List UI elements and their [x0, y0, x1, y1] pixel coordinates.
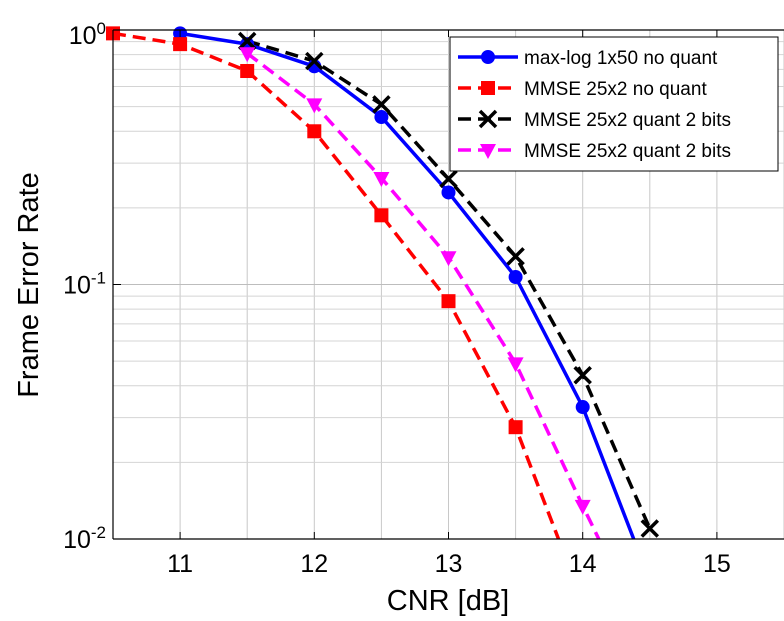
- y-axis-label: Frame Error Rate: [13, 172, 45, 398]
- data-point-series-4: [440, 251, 457, 267]
- legend: max-log 1x50 no quant MMSE 25x2 no quant M…: [449, 36, 779, 172]
- data-point-series-2: [240, 64, 255, 79]
- x-axis-label: CNR [dB]: [387, 585, 509, 617]
- legend-marker-2: [481, 81, 495, 95]
- y-tick-label: 10-2: [63, 523, 106, 554]
- y-tick-label: 10-1: [63, 269, 106, 300]
- data-point-series-4: [574, 499, 591, 515]
- x-tick-label: 13: [435, 550, 463, 578]
- y-tick-labels: 100 10-1 10-2: [63, 19, 106, 554]
- y-tick-label: 100: [69, 19, 106, 50]
- data-point-series-3: [573, 366, 592, 385]
- series-line-2: [112, 31, 561, 540]
- data-point-series-1: [441, 185, 456, 200]
- data-point-series-4: [373, 172, 390, 188]
- data-point-series-3: [372, 95, 391, 114]
- data-point-series-4: [239, 47, 256, 63]
- data-point-series-3: [305, 51, 324, 71]
- data-point-series-1: [374, 110, 389, 125]
- series-line-1: [179, 31, 636, 540]
- axes-frame: [112, 29, 784, 540]
- data-point-series-3: [640, 519, 660, 538]
- legend-entry-4: MMSE 25x2 quant 2 bits: [524, 141, 731, 162]
- legend-marker-4: [480, 144, 496, 159]
- x-tick-label: 14: [569, 550, 597, 578]
- data-point-series-4: [507, 357, 524, 373]
- data-point-series-1: [508, 270, 523, 285]
- x-tick-label: 15: [703, 550, 731, 578]
- data-point-series-4: [306, 98, 323, 114]
- data-point-series-2: [508, 420, 523, 435]
- data-point-series-3: [506, 247, 525, 266]
- legend-entry-1: max-log 1x50 no quant: [524, 48, 718, 69]
- data-point-series-2: [374, 208, 389, 223]
- data-point-series-2: [441, 294, 456, 309]
- data-point-series-3: [237, 31, 257, 51]
- x-tick-label: 11: [167, 550, 193, 578]
- data-point-series-2: [173, 37, 188, 52]
- legend-entry-3: MMSE 25x2 quant 2 bits: [524, 110, 731, 131]
- legend-marker-3: [478, 109, 498, 129]
- data-point-series-2: [307, 124, 322, 139]
- legend-marker-1: [481, 50, 495, 64]
- legend-entry-2: MMSE 25x2 no quant: [524, 79, 707, 100]
- data-point-series-1: [575, 400, 590, 415]
- data-point-series-3: [439, 169, 458, 189]
- x-tick-labels: 11 12 13 14 15: [167, 550, 731, 578]
- x-tick-label: 12: [300, 550, 328, 578]
